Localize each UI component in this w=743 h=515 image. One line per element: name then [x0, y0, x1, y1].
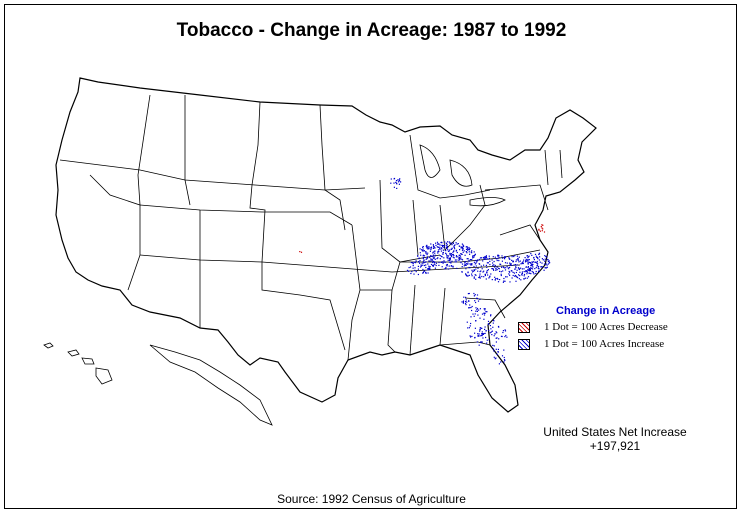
- increase-dots: [390, 177, 551, 365]
- us-outline: [55, 77, 597, 413]
- net-change-label: United States Net Increase: [543, 425, 687, 439]
- decrease-dots: [299, 224, 546, 253]
- legend-item-decrease: 1 Dot = 100 Acres Decrease: [518, 321, 668, 333]
- state-boundaries: [59, 94, 563, 361]
- map-frame: [4, 4, 737, 509]
- legend-title: Change in Acreage: [556, 305, 656, 317]
- legend-decrease-label: 1 Dot = 100 Acres Decrease: [544, 321, 668, 333]
- increase-swatch: [518, 338, 530, 350]
- net-change: United States Net Increase +197,921: [520, 425, 710, 453]
- alaska-islands: [149, 344, 273, 426]
- source-note: Source: 1992 Census of Agriculture: [277, 492, 466, 506]
- hawaii-islands: [43, 342, 113, 385]
- map-title: Tobacco - Change in Acreage: 1987 to 199…: [176, 20, 567, 41]
- legend-increase-label: 1 Dot = 100 Acres Increase: [544, 338, 665, 350]
- great-lakes: [419, 144, 506, 207]
- decrease-swatch: [518, 321, 530, 333]
- legend-item-increase: 1 Dot = 100 Acres Increase: [518, 338, 664, 350]
- net-change-value: +197,921: [589, 439, 641, 453]
